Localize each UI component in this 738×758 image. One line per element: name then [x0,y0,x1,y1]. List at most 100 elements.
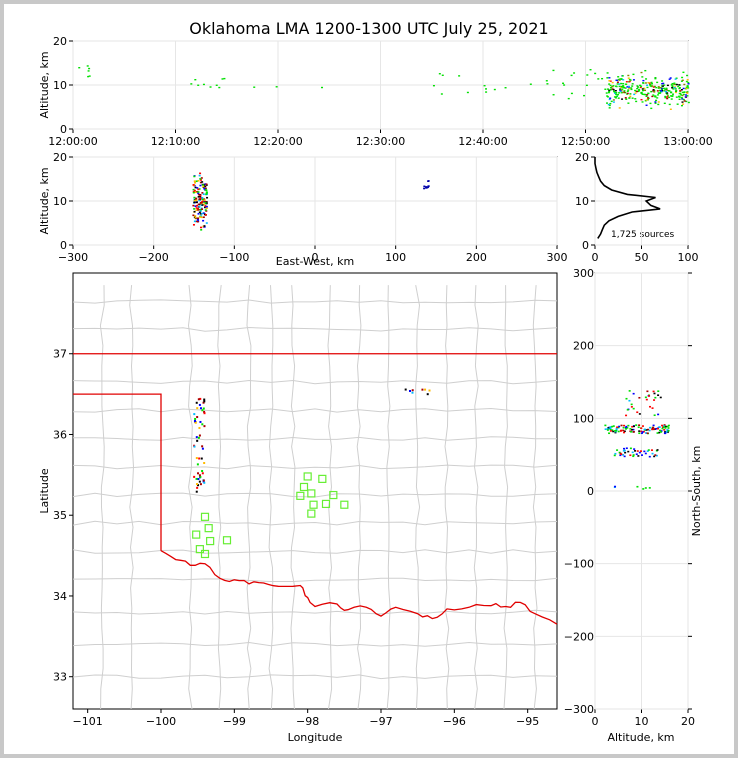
time-height-source [620,92,623,94]
ns-height-source [608,432,611,435]
ew-height-source [203,183,206,186]
ns-height-source [665,431,668,433]
ns-height-source [650,449,653,451]
time-height-source [664,96,667,99]
time-height-source [681,94,684,97]
ns-height-source [620,429,623,432]
ew-height-source [205,207,208,210]
ew-height-source [201,198,204,201]
ew-height-source [193,189,196,192]
map-ylabel: Latitude [38,468,51,514]
ns-height-source [652,424,655,427]
ew-height-x-tick-label: 0 [312,251,319,264]
time-height-source [654,102,657,104]
time-height-source [609,102,612,105]
ns-height-source [625,425,628,428]
map-source [195,490,198,493]
time-height-source [654,77,657,79]
ew-height-source [192,191,195,194]
time-height-source [615,79,618,81]
time-height-source [626,92,629,95]
time-height-source [685,91,688,94]
ns-height-source [638,451,641,454]
time-height-source [483,85,486,87]
ew-height-source [196,209,199,211]
time-height-source [622,79,625,81]
time-height-source [616,81,619,83]
time-height-source [607,91,610,94]
time-height-source [275,86,278,88]
ns-height-source [636,411,639,414]
map-source [203,398,206,401]
lma-station-marker [206,536,215,546]
time-height-source [680,89,683,91]
time-height-source [484,88,487,90]
county-boundary [356,285,362,710]
time-height-source [663,90,666,92]
time-height-source [632,73,635,76]
map-source [196,439,199,442]
time-height-source [657,101,660,103]
time-height-source [608,91,611,93]
map-source [198,457,201,460]
ns-height-source [626,408,629,411]
time-height-source [673,82,676,84]
ew-height-source [202,199,205,202]
lma-station-marker [200,549,210,559]
time-height-x-tick-label: 13:00:00 [663,135,712,148]
ew-height-source [193,180,196,182]
ew-height-source [203,199,206,201]
map-source [198,480,201,483]
time-height-source [656,90,659,92]
map-x-tick-label: −97 [369,715,392,728]
time-height-source [668,96,671,99]
ew-height-source [200,207,203,210]
time-height-source [660,90,663,93]
ew-height-source [197,217,200,220]
ns-height-source [631,451,634,454]
time-height-source [504,87,507,89]
ew-height-source [199,184,202,187]
time-height-source [624,87,627,89]
ns-height-source [640,432,643,435]
ns-height-source [645,432,648,434]
lma-station-marker [200,512,210,521]
ew-height-source [204,205,207,207]
time-height-source [652,89,655,91]
time-height-source [675,96,678,98]
map-source [195,436,198,439]
ew-height-source [201,208,204,210]
ew-height-source [197,191,200,193]
time-height-source [669,108,672,110]
time-height-source [679,92,682,95]
ew-height-source [194,205,197,207]
time-height-source [657,94,660,96]
map-source [404,388,407,391]
ns-height-source [642,488,645,490]
map-source [195,477,198,480]
ew-height-source [204,213,207,216]
time-height-source [637,86,640,88]
time-height-source [645,104,648,106]
histogram-x-tick-label: 0 [592,251,599,264]
time-height-source [656,81,659,84]
time-height-source [685,87,688,90]
time-height-panel: Altitude, km 12:00:00 12:10:00 12:20:00 12:… [38,35,713,148]
ns-height-source [633,448,636,450]
time-height-source [648,82,651,84]
time-height-source [682,71,685,74]
time-height-source [589,69,592,71]
time-height-source [652,86,655,88]
ew-height-source [197,188,200,191]
map-x-tick-label: −95 [516,715,539,728]
ns-height-source [609,426,612,428]
time-height-source [631,83,634,85]
ns-height-source [630,431,633,433]
time-height-source [627,89,630,91]
time-height-source [610,100,613,103]
ns-height-source [617,430,620,433]
time-height-source [645,95,648,97]
ew-height-source [205,206,208,209]
map-source [202,407,205,410]
ns-height-source [622,454,625,456]
